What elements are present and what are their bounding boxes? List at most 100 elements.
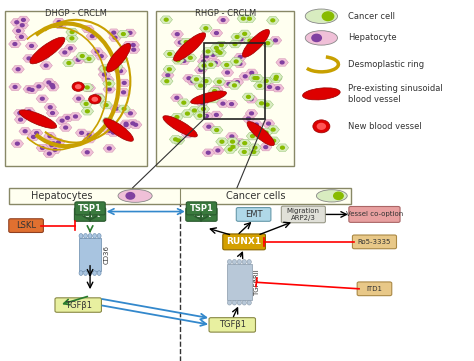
Polygon shape [12, 27, 25, 35]
FancyBboxPatch shape [5, 11, 147, 166]
Polygon shape [103, 86, 116, 93]
Polygon shape [198, 62, 210, 69]
Polygon shape [83, 131, 95, 139]
Polygon shape [242, 93, 255, 101]
Polygon shape [178, 99, 190, 106]
Circle shape [27, 88, 31, 91]
Polygon shape [27, 133, 40, 141]
Text: Cancer cells: Cancer cells [226, 191, 286, 201]
Ellipse shape [232, 300, 237, 305]
Ellipse shape [228, 300, 232, 305]
Text: TSP1: TSP1 [190, 204, 213, 213]
Circle shape [253, 146, 257, 149]
Polygon shape [117, 30, 129, 38]
Circle shape [228, 148, 232, 151]
FancyBboxPatch shape [186, 202, 217, 215]
Circle shape [97, 97, 101, 100]
Circle shape [87, 133, 91, 136]
Polygon shape [118, 105, 130, 113]
Circle shape [18, 118, 22, 121]
Polygon shape [217, 100, 229, 107]
Circle shape [30, 88, 34, 91]
Circle shape [213, 90, 217, 92]
Polygon shape [46, 109, 59, 117]
Polygon shape [238, 30, 251, 38]
Ellipse shape [242, 300, 246, 305]
Polygon shape [197, 105, 210, 113]
Polygon shape [108, 29, 120, 36]
Text: RHGP - CRCLM: RHGP - CRCLM [194, 9, 256, 18]
Ellipse shape [242, 260, 246, 264]
Polygon shape [120, 121, 132, 129]
Polygon shape [64, 44, 77, 52]
Circle shape [218, 80, 221, 83]
Circle shape [236, 81, 239, 83]
Text: Pre-existing sinusoidal
blood vessel: Pre-existing sinusoidal blood vessel [348, 84, 443, 104]
Circle shape [111, 131, 115, 134]
Circle shape [70, 37, 74, 40]
Polygon shape [83, 84, 96, 92]
Circle shape [182, 101, 186, 104]
Polygon shape [66, 35, 78, 42]
Circle shape [37, 85, 41, 88]
Polygon shape [16, 22, 28, 29]
Ellipse shape [237, 300, 241, 305]
Polygon shape [181, 130, 194, 138]
Circle shape [267, 122, 271, 125]
Circle shape [221, 19, 225, 22]
Circle shape [48, 135, 52, 138]
Circle shape [246, 95, 250, 98]
Polygon shape [211, 86, 223, 93]
Circle shape [312, 34, 321, 42]
Circle shape [247, 17, 251, 20]
Polygon shape [209, 87, 221, 95]
Circle shape [214, 47, 218, 49]
Text: ITD1: ITD1 [366, 286, 383, 292]
Circle shape [322, 12, 334, 21]
Polygon shape [61, 114, 74, 122]
Polygon shape [58, 49, 71, 56]
Ellipse shape [228, 260, 232, 264]
Circle shape [334, 192, 343, 199]
Circle shape [57, 21, 61, 23]
Circle shape [53, 148, 57, 151]
Polygon shape [120, 120, 132, 127]
Text: New blood vessel: New blood vessel [348, 122, 422, 131]
Polygon shape [200, 112, 213, 120]
Circle shape [77, 97, 81, 100]
Polygon shape [36, 95, 48, 103]
Polygon shape [246, 69, 258, 77]
Text: Migration
ARP2/3: Migration ARP2/3 [287, 208, 320, 221]
Polygon shape [276, 59, 288, 66]
Polygon shape [264, 83, 276, 91]
Circle shape [97, 95, 100, 98]
Text: CD36: CD36 [104, 245, 110, 264]
Circle shape [198, 114, 202, 117]
Text: TSP1: TSP1 [80, 210, 100, 219]
Polygon shape [228, 82, 241, 89]
Polygon shape [211, 47, 224, 55]
Polygon shape [49, 146, 61, 154]
Ellipse shape [191, 91, 227, 104]
Circle shape [272, 139, 275, 142]
Polygon shape [52, 139, 64, 146]
Circle shape [108, 130, 111, 132]
Polygon shape [91, 48, 103, 55]
Polygon shape [63, 59, 75, 67]
Polygon shape [95, 52, 108, 60]
Text: TGFβ1: TGFβ1 [219, 321, 246, 329]
Polygon shape [249, 144, 261, 152]
Circle shape [16, 68, 20, 71]
Circle shape [85, 151, 89, 154]
Polygon shape [237, 15, 250, 22]
Polygon shape [231, 33, 243, 41]
Polygon shape [190, 76, 203, 83]
Polygon shape [127, 119, 139, 127]
Circle shape [264, 79, 268, 82]
Circle shape [102, 68, 106, 70]
Ellipse shape [305, 31, 337, 45]
Circle shape [206, 50, 210, 53]
Circle shape [258, 84, 262, 87]
Circle shape [113, 36, 117, 39]
Polygon shape [209, 59, 221, 67]
